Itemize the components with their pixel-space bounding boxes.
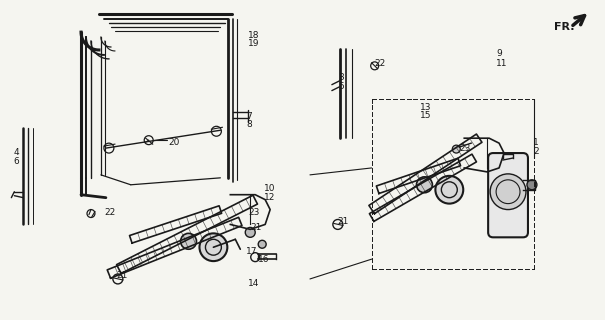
Text: 15: 15: [419, 111, 431, 120]
Circle shape: [200, 233, 227, 261]
Text: 21: 21: [250, 223, 261, 232]
Text: 14: 14: [248, 279, 260, 288]
Text: 8: 8: [246, 120, 252, 129]
Text: 23: 23: [248, 208, 260, 217]
Text: 23: 23: [459, 144, 471, 153]
Text: 6: 6: [13, 157, 19, 166]
Text: 5: 5: [338, 82, 344, 91]
Text: 2: 2: [533, 147, 538, 156]
Circle shape: [416, 177, 433, 193]
Text: 18: 18: [248, 31, 260, 40]
Text: 11: 11: [496, 59, 508, 68]
Text: 12: 12: [264, 193, 275, 202]
Text: FR.: FR.: [554, 22, 574, 32]
Text: 1: 1: [533, 138, 538, 147]
Text: 21: 21: [338, 218, 349, 227]
Text: 22: 22: [374, 59, 386, 68]
Text: 17: 17: [246, 247, 258, 256]
Circle shape: [436, 176, 463, 204]
Circle shape: [245, 228, 255, 237]
Text: 19: 19: [248, 39, 260, 48]
Circle shape: [258, 240, 266, 248]
Circle shape: [453, 145, 460, 153]
FancyBboxPatch shape: [488, 153, 528, 237]
Circle shape: [527, 180, 537, 190]
Text: 7: 7: [246, 112, 252, 121]
Text: 9: 9: [496, 49, 502, 58]
Circle shape: [490, 174, 526, 210]
Text: 13: 13: [419, 102, 431, 111]
Text: 20: 20: [169, 138, 180, 147]
Text: 10: 10: [264, 184, 276, 193]
Text: 3: 3: [338, 73, 344, 82]
Text: 22: 22: [104, 208, 115, 217]
Circle shape: [180, 233, 197, 249]
Text: 16: 16: [258, 255, 270, 264]
Text: 4: 4: [13, 148, 19, 157]
Text: 21: 21: [117, 271, 128, 280]
